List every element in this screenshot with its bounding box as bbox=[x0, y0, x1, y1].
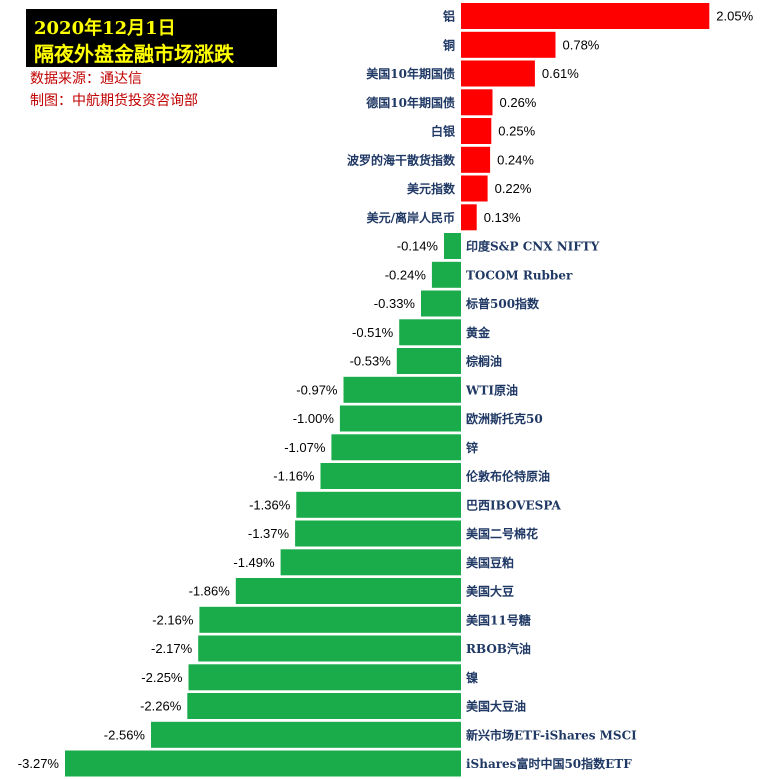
value-label-15: -1.07% bbox=[284, 440, 326, 455]
category-label-25: 新兴市场ETF-iShares MSCI bbox=[466, 727, 637, 742]
value-label-0: 2.05% bbox=[716, 9, 753, 24]
bar-12 bbox=[396, 348, 461, 374]
category-label-5: 波罗的海干散货指数 bbox=[347, 152, 456, 167]
bar-25 bbox=[151, 721, 461, 748]
bar-16 bbox=[320, 463, 461, 489]
bar-15 bbox=[331, 434, 461, 461]
bar-23 bbox=[188, 664, 461, 691]
bar-7 bbox=[461, 204, 477, 231]
category-label-3: 德国10年期国债 bbox=[366, 95, 455, 110]
value-label-21: -2.16% bbox=[152, 612, 194, 627]
category-label-24: 美国大豆油 bbox=[466, 699, 526, 714]
bar-21 bbox=[199, 606, 461, 633]
bar-6 bbox=[461, 175, 488, 202]
value-label-17: -1.36% bbox=[249, 497, 291, 512]
value-label-16: -1.16% bbox=[273, 469, 315, 484]
value-label-18: -1.37% bbox=[248, 526, 290, 541]
bar-10 bbox=[421, 290, 461, 317]
value-label-2: 0.61% bbox=[542, 66, 579, 81]
value-label-9: -0.24% bbox=[385, 267, 427, 282]
category-label-1: 铜 bbox=[443, 37, 455, 52]
bar-4 bbox=[461, 118, 492, 144]
value-label-23: -2.25% bbox=[141, 670, 183, 685]
value-label-5: 0.24% bbox=[497, 152, 534, 167]
category-label-14: 欧洲斯托克50 bbox=[466, 411, 543, 426]
bar-17 bbox=[296, 491, 461, 518]
bar-18 bbox=[295, 520, 461, 547]
category-label-22: RBOB汽油 bbox=[466, 641, 531, 656]
category-label-19: 美国豆粕 bbox=[466, 555, 514, 570]
title-date: 2020年12月1日 bbox=[34, 18, 176, 39]
bar-3 bbox=[461, 89, 493, 116]
category-label-16: 伦敦布伦特原油 bbox=[466, 469, 550, 484]
category-label-7: 美元/离岸人民币 bbox=[367, 210, 455, 225]
category-label-20: 美国大豆 bbox=[466, 584, 514, 599]
category-label-23: 镍 bbox=[466, 670, 478, 685]
category-label-13: WTI原油 bbox=[465, 382, 518, 397]
value-label-12: -0.53% bbox=[350, 354, 392, 369]
category-label-17: 巴西IBOVESPA bbox=[466, 498, 561, 512]
value-label-1: 0.78% bbox=[563, 37, 600, 52]
value-label-13: -0.97% bbox=[296, 382, 338, 397]
value-label-22: -2.17% bbox=[151, 641, 193, 656]
category-label-6: 美元指数 bbox=[407, 181, 456, 196]
value-label-20: -1.86% bbox=[189, 584, 231, 599]
bar-20 bbox=[235, 578, 461, 604]
category-label-0: 铝 bbox=[443, 9, 455, 24]
value-label-14: -1.00% bbox=[293, 411, 335, 426]
title-box: 2020年12月1日 隔夜外盘金融市场涨跌 bbox=[26, 9, 277, 67]
category-label-10: 标普500指数 bbox=[465, 296, 540, 311]
value-label-7: 0.13% bbox=[484, 210, 521, 225]
value-label-6: 0.22% bbox=[495, 181, 532, 196]
value-label-25: -2.56% bbox=[104, 727, 146, 742]
bar-24 bbox=[187, 693, 462, 719]
value-label-26: -3.27% bbox=[18, 756, 60, 771]
bar-9 bbox=[431, 261, 461, 288]
bar-19 bbox=[280, 549, 461, 576]
category-label-8: 印度S&P CNX NIFTY bbox=[466, 239, 600, 254]
bar-26 bbox=[65, 750, 461, 777]
bar-0 bbox=[461, 3, 710, 29]
value-label-11: -0.51% bbox=[352, 325, 394, 340]
title-main: 隔夜外盘金融市场涨跌 bbox=[34, 42, 234, 66]
value-label-4: 0.25% bbox=[498, 124, 535, 139]
bar-2 bbox=[461, 60, 535, 87]
bar-8 bbox=[444, 233, 461, 259]
bar-22 bbox=[198, 635, 461, 662]
value-label-8: -0.14% bbox=[397, 239, 439, 254]
bar-5 bbox=[461, 146, 491, 173]
bar-14 bbox=[339, 405, 461, 432]
chart-maker: 制图：中航期货投资咨询部 bbox=[30, 93, 198, 109]
bar-11 bbox=[399, 319, 461, 346]
category-label-15: 锌 bbox=[466, 440, 478, 455]
category-label-4: 白银 bbox=[431, 124, 456, 139]
category-label-2: 美国10年期国债 bbox=[366, 66, 455, 81]
data-source: 数据来源：通达信 bbox=[30, 71, 142, 87]
bar-1 bbox=[461, 31, 556, 58]
bar-13 bbox=[343, 376, 461, 403]
category-label-18: 美国二号棉花 bbox=[466, 526, 538, 541]
value-label-24: -2.26% bbox=[140, 699, 182, 714]
category-label-21: 美国11号糖 bbox=[466, 612, 531, 627]
value-label-3: 0.26% bbox=[500, 95, 537, 110]
value-label-19: -1.49% bbox=[233, 555, 275, 570]
category-label-12: 棕榈油 bbox=[465, 354, 502, 369]
value-label-10: -0.33% bbox=[374, 296, 416, 311]
category-label-9: TOCOM Rubber bbox=[466, 268, 573, 282]
category-label-11: 黄金 bbox=[466, 325, 491, 340]
category-label-26: iShares富时中国50指数ETF bbox=[466, 756, 632, 771]
